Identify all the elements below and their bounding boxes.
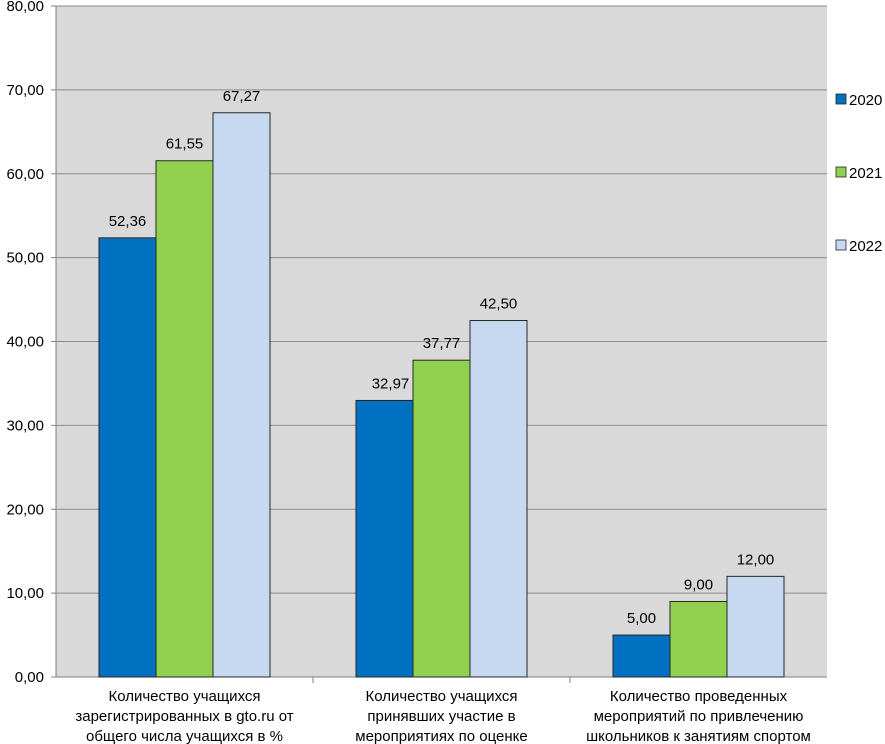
category-label-line: мероприятий по привлечению [594,708,804,725]
data-label-2021-cat1: 61,55 [166,136,204,153]
bar-2022-cat1 [212,112,271,678]
data-label-2022-cat1: 67,27 [223,88,261,105]
category-label-line: общего числа учащихся в % [86,728,283,744]
y-tick-label: 40,00 [6,334,44,351]
bar-2020-cat1 [98,237,157,678]
y-tick-label: 80,00 [6,0,44,15]
y-tick-label: 0,00 [15,669,44,686]
bar-2022-cat3 [726,575,785,678]
bar-2020-cat2 [355,399,414,678]
bar-2022-cat2 [469,320,528,678]
legend-swatch-2020 [835,93,847,105]
data-label-2020-cat3: 5,00 [627,610,656,627]
category-label-line: Количество учащихся [108,688,260,705]
y-tick-label: 60,00 [6,166,44,183]
category-label-line: мероприятиях по оценке [355,728,527,744]
y-tick-label: 10,00 [6,585,44,602]
category-label-line: Количество учащихся [365,688,517,705]
bar-2020-cat3 [612,634,671,678]
data-label-2022-cat2: 42,50 [480,296,518,313]
legend-label-2021: 2021 [849,165,882,182]
legend-label-2022: 2022 [849,238,882,255]
category-label-line: Количество проведенных [610,688,788,705]
category-label-line: принявших участие в [367,708,515,725]
y-tick-label: 20,00 [6,501,44,518]
y-tick-label: 30,00 [6,417,44,434]
category-label-line: школьников к занятиям спортом [586,728,811,744]
data-label-2021-cat2: 37,77 [423,335,461,352]
bar-2021-cat1 [155,160,214,678]
data-label-2021-cat3: 9,00 [684,577,713,594]
bar-2021-cat2 [412,359,471,678]
legend-swatch-2022 [835,239,847,251]
data-label-2020-cat2: 32,97 [372,375,410,392]
data-label-2022-cat3: 12,00 [737,551,775,568]
data-label-2020-cat1: 52,36 [109,213,147,230]
legend-label-2020: 2020 [849,92,882,109]
bar-2021-cat3 [669,601,728,678]
category-label-line: зарегистрированных в gto.ru от [75,708,293,725]
y-tick-label: 70,00 [6,82,44,99]
legend-swatch-2021 [835,166,847,178]
y-tick-label: 50,00 [6,250,44,267]
